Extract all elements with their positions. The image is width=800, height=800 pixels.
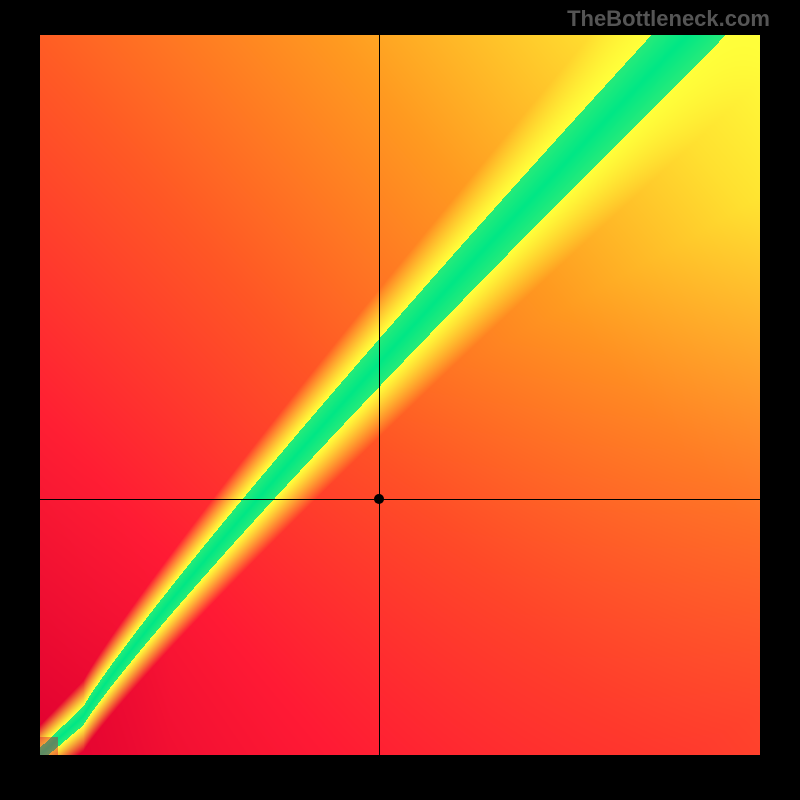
heatmap-canvas — [40, 35, 760, 755]
chart-container: TheBottleneck.com — [0, 0, 800, 800]
watermark-text: TheBottleneck.com — [567, 6, 770, 32]
heatmap-plot — [40, 35, 760, 755]
